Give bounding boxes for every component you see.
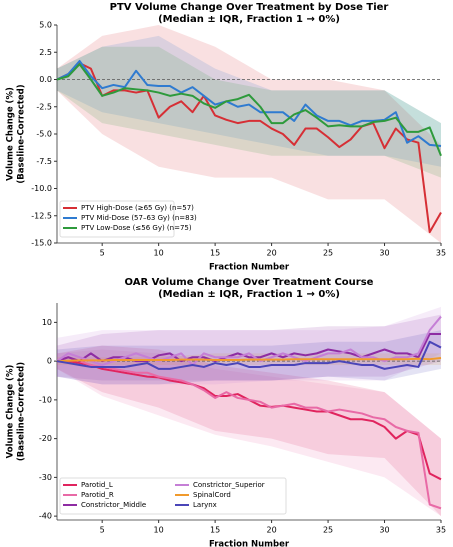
x-tick-label: 10 [154,249,164,258]
series-line [56,357,442,363]
x-axis-title: Fraction Number [209,540,290,547]
x-tick-label: 25 [323,526,333,535]
series-line [56,356,442,510]
x-tick-label: 35 [436,526,446,535]
iqr-band [57,35,441,167]
legend-label: PTV Mid-Dose (57–63 Gy) (n=83) [81,214,197,222]
y-axis-title: Volume Change (%) [6,365,16,459]
y-tick-label: -10 [39,395,52,404]
x-tick-label: 30 [379,526,389,535]
x-tick-label: 20 [266,249,276,258]
y-tick-label: -7.5 [36,157,52,166]
y-tick-label: 0 [47,357,52,366]
chart-title: OAR Volume Change Over Treatment Course [125,277,374,288]
y-tick-label: 0.0 [39,75,52,84]
y-tick-label: -40 [39,512,52,521]
x-tick-label: 15 [210,249,220,258]
chart: PTV Volume Change Over Treatment by Dose… [6,2,447,273]
x-tick-label: 30 [379,249,389,258]
legend-label: Constrictor_Middle [81,501,146,509]
y-tick-label: 5.0 [39,21,52,30]
legend-label: Constrictor_Superior [193,481,265,489]
x-tick-label: 20 [266,526,276,535]
y-axis-title: Volume Change (%) [6,87,16,181]
legend-label: SpinalCord [193,491,231,499]
x-axis-title: Fraction Number [209,263,290,273]
series-line [56,333,441,363]
x-tick-label: 35 [436,249,446,258]
series-line [56,63,442,157]
chart: OAR Volume Change Over Treatment Course(… [6,277,447,547]
y-tick-label: -15.0 [31,239,52,248]
legend-box [59,200,175,238]
x-tick-label: 25 [323,249,333,258]
chart-title: PTV Volume Change Over Treatment by Dose… [110,2,389,13]
y-tick-label: -10.0 [31,184,52,193]
iqr-band [57,349,441,517]
y-axis-title: (Baseline-Corrected) [17,84,27,183]
legend-label: PTV High-Dose (≥65 Gy) (n=57) [81,204,194,212]
series-line [56,59,442,147]
x-tick-label: 10 [154,526,164,535]
y-tick-label: -20 [39,434,52,443]
legend-label: Parotid_R [81,491,114,499]
x-tick-label: 5 [100,249,105,258]
y-tick-label: -5.0 [36,130,52,139]
y-tick-label: 2.5 [39,48,52,57]
legend-label: PTV Low-Dose (≤56 Gy) (n=75) [81,224,192,232]
legend-label: Parotid_L [81,481,113,489]
legend-box [59,477,287,515]
y-axis-title: (Baseline-Corrected) [17,362,27,461]
chart-subtitle: (Median ± IQR, Fraction 1 → 0%) [158,289,340,300]
y-tick-label: -2.5 [36,102,52,111]
y-tick-label: 10 [42,318,52,327]
chart-subtitle: (Median ± IQR, Fraction 1 → 0%) [158,14,340,25]
iqr-band [57,345,441,517]
legend-label: Larynx [193,501,217,509]
x-tick-label: 5 [100,526,105,535]
x-tick-label: 15 [210,526,220,535]
y-tick-label: -30 [39,473,52,482]
iqr-band [57,314,441,381]
series-line [56,340,442,370]
y-tick-label: -12.5 [31,211,52,220]
